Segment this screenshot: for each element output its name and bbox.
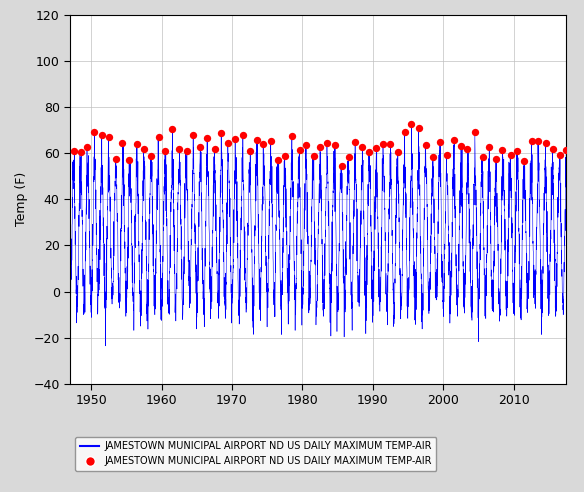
Point (182, 147, 192, 155)
Point (442, 151, 451, 158)
Point (210, 145, 219, 153)
Point (301, 142, 310, 150)
Point (428, 154, 437, 161)
Point (287, 132, 297, 140)
Point (421, 141, 430, 149)
Point (196, 143, 205, 151)
Point (357, 143, 367, 151)
Point (407, 120, 416, 128)
Point (337, 162, 346, 170)
Point (519, 157, 529, 165)
Point (485, 144, 494, 152)
Point (548, 145, 557, 153)
Point (266, 137, 276, 145)
Point (350, 139, 360, 147)
Point (245, 148, 255, 155)
Point (400, 128, 409, 136)
Point (527, 137, 536, 145)
Point (315, 143, 325, 151)
Point (450, 136, 459, 144)
Point (414, 124, 423, 132)
Point (513, 148, 522, 155)
Point (295, 146, 304, 154)
Point (259, 140, 268, 148)
Point (252, 136, 262, 144)
Point (456, 142, 465, 150)
Point (238, 131, 248, 139)
Point (175, 145, 184, 153)
Point (217, 129, 226, 137)
Point (90, 127, 99, 135)
Point (470, 128, 479, 136)
Point (344, 153, 353, 161)
Point (498, 147, 507, 154)
Point (168, 125, 177, 133)
Point (223, 139, 232, 147)
Point (385, 140, 395, 148)
Point (82, 143, 92, 151)
Point (506, 151, 515, 158)
Point (378, 140, 388, 148)
Point (124, 155, 134, 163)
Point (118, 139, 127, 147)
Point (154, 133, 164, 141)
Y-axis label: Temp (F): Temp (F) (15, 172, 27, 226)
Point (491, 154, 500, 162)
Legend: JAMESTOWN MUNICIPAL AIRPORT ND US DAILY MAXIMUM TEMP-AIR, JAMESTOWN MUNICIPAL AI: JAMESTOWN MUNICIPAL AIRPORT ND US DAILY … (75, 436, 436, 471)
Point (147, 152, 156, 160)
Point (541, 139, 550, 147)
Point (273, 155, 283, 163)
Point (555, 151, 564, 159)
Point (189, 131, 198, 139)
Point (562, 146, 571, 154)
Point (478, 153, 487, 160)
Point (69, 147, 79, 155)
Point (97, 131, 106, 139)
Point (139, 145, 148, 153)
Point (203, 134, 212, 142)
Point (133, 140, 142, 148)
Point (364, 148, 373, 156)
Point (322, 139, 332, 147)
Point (104, 133, 113, 141)
Point (331, 141, 340, 149)
Point (280, 152, 289, 159)
Point (77, 148, 86, 156)
Point (111, 155, 120, 163)
Point (161, 147, 170, 154)
Point (393, 148, 402, 156)
Point (309, 152, 318, 160)
Point (533, 137, 543, 145)
Point (435, 138, 444, 146)
Point (463, 145, 472, 153)
Point (371, 144, 381, 152)
Point (231, 135, 240, 143)
